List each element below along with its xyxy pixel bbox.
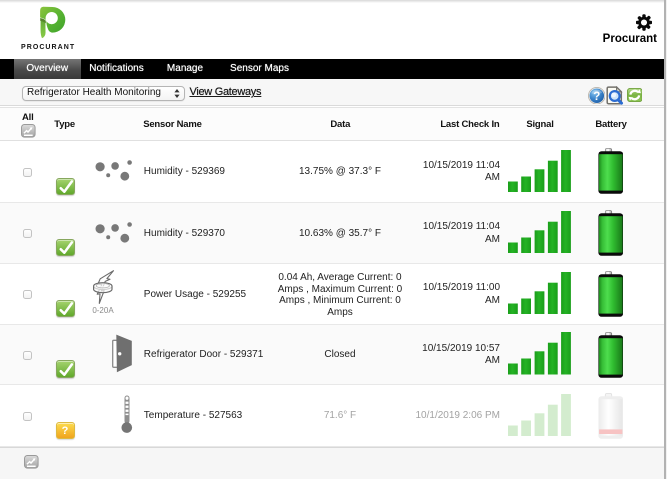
svg-text:?: ? [593, 91, 600, 103]
